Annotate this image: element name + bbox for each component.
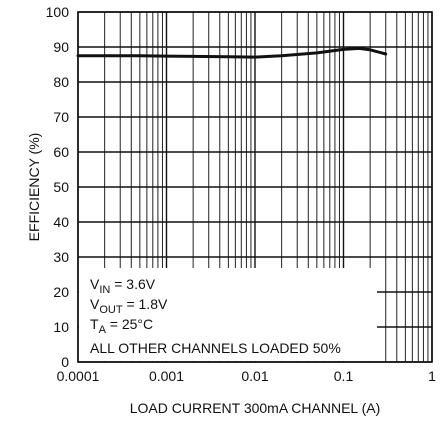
x-tick-label: 1 — [428, 368, 436, 384]
y-tick-label: 40 — [53, 214, 69, 230]
x-tick-labels: 0.0001 0.001 0.01 0.1 1 — [57, 368, 437, 384]
annotation-text: TA = 25°C — [90, 316, 153, 336]
y-tick-label: 20 — [53, 284, 69, 300]
y-tick-label: 90 — [53, 39, 69, 55]
annotation-text: ALL OTHER CHANNELS LOADED 50% — [90, 340, 341, 356]
y-tick-label: 60 — [53, 144, 69, 160]
y-tick-label: 100 — [46, 4, 70, 20]
annotation-text: VOUT = 1.8V — [90, 296, 168, 316]
x-tick-label: 0.001 — [149, 368, 184, 384]
y-tick-label: 0 — [61, 354, 69, 370]
y-tick-label: 30 — [53, 249, 69, 265]
y-tick-label: 70 — [53, 109, 69, 125]
plot-frame — [77, 11, 433, 363]
y-tick-label: 80 — [53, 74, 69, 90]
y-tick-label: 10 — [53, 319, 69, 335]
annotation-text: VIN = 3.6V — [90, 276, 156, 296]
y-axis-label: EFFICIENCY (%) — [26, 133, 42, 242]
efficiency-curve — [76, 46, 388, 59]
x-tick-label: 0.01 — [241, 368, 268, 384]
x-tick-label: 0.0001 — [57, 368, 100, 384]
annotation-box — [79, 268, 377, 361]
x-tick-label: 0.1 — [334, 368, 354, 384]
series-layer — [76, 46, 388, 59]
x-axis-label: LOAD CURRENT 300mA CHANNEL (A) — [130, 400, 381, 416]
y-tick-label: 50 — [53, 179, 69, 195]
y-tick-labels: 0 10 20 30 40 50 60 70 80 90 100 — [46, 4, 70, 370]
